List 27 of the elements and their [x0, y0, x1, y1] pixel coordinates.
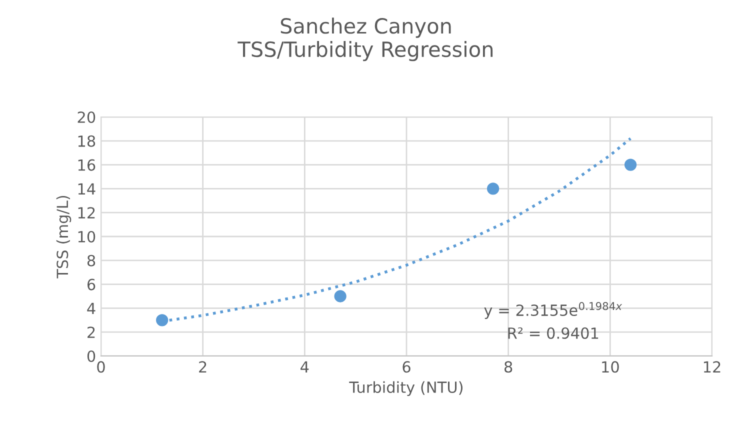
point: [624, 158, 637, 171]
point: [486, 182, 500, 195]
chart-title: Sanchez Canyon TSS/Turbidity Regression: [238, 18, 493, 62]
x-tick-label: 8: [504, 361, 512, 373]
y-tick-label: 10: [78, 230, 96, 243]
y-tick-label: 8: [87, 254, 96, 266]
x-tick-label: 4: [300, 361, 309, 372]
y-tick-label: 2: [88, 326, 95, 338]
x-tick-label: 12: [704, 361, 720, 372]
y-axis-title: TSS (mg/L): [56, 196, 72, 278]
x-axis-title: Turbidity (NTU): [349, 381, 462, 396]
y-tick-label: 18: [78, 135, 96, 147]
x-tick-label: 6: [402, 361, 410, 373]
y-tick-label: 14: [78, 183, 96, 195]
annotation: y = 2.3155e$^{0.1984x}$: [484, 302, 622, 319]
y-tick-label: 12: [78, 207, 95, 218]
y-tick-label: 16: [78, 159, 96, 171]
y-tick-label: 0: [87, 350, 96, 362]
point: [334, 290, 346, 302]
point: [156, 314, 168, 326]
x-tick-label: 2: [199, 361, 206, 372]
x-tick-label: 10: [602, 361, 619, 373]
y-tick-label: 4: [87, 302, 96, 314]
x-tick-label: 0: [97, 361, 105, 373]
y-tick-label: 20: [78, 111, 96, 124]
annotation: R² = 0.9401: [508, 327, 598, 339]
y-tick-label: 6: [87, 278, 96, 290]
